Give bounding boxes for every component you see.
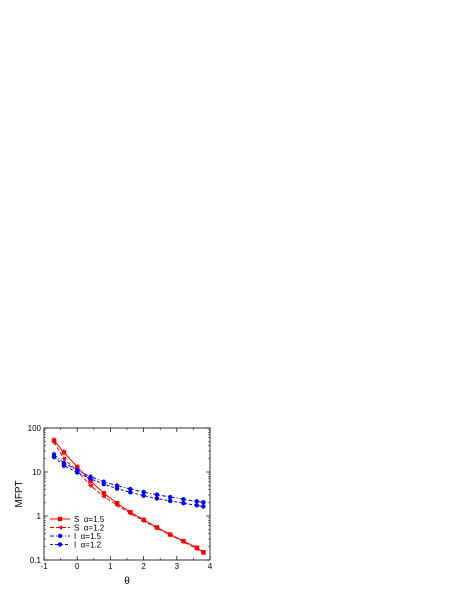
data-point: [101, 490, 106, 496]
data-point: [51, 439, 57, 445]
data-point: [114, 486, 120, 491]
legend-label: S α=1.5: [74, 515, 105, 524]
data-point: [101, 494, 106, 499]
data-point: [128, 490, 133, 495]
legend-label: S α=1.2: [74, 524, 105, 533]
data-point: [154, 492, 160, 497]
data-point: [140, 518, 146, 523]
x-axis-title: θ: [124, 576, 130, 587]
legend-marker: [57, 525, 63, 530]
legend-marker: [57, 542, 63, 547]
data-point: [127, 511, 133, 516]
data-point: [61, 463, 67, 468]
data-point: [200, 550, 206, 556]
y-tick-label: 1: [37, 512, 42, 521]
y-tick-label: 0.1: [30, 556, 42, 565]
y-tick-label: 100: [28, 424, 42, 433]
x-tick-label: 2: [141, 562, 146, 571]
data-point: [167, 498, 173, 504]
data-point: [101, 481, 106, 487]
legend-label: I α=1.2: [74, 541, 102, 550]
data-point: [154, 496, 160, 501]
data-point: [194, 503, 199, 508]
data-point: [194, 546, 199, 551]
data-point: [194, 499, 199, 504]
series-line: [53, 454, 204, 503]
x-tick-label: -1: [40, 562, 48, 571]
data-point: [88, 476, 93, 482]
x-tick-label: 1: [108, 562, 113, 571]
data-point: [181, 497, 186, 502]
x-tick-label: 4: [208, 562, 213, 571]
legend-label: I α=1.5: [74, 532, 102, 541]
y-tick-label: 10: [32, 468, 41, 477]
x-axis: -1 0 1 2 3 4: [40, 428, 213, 571]
data-point: [51, 454, 57, 460]
data-point: [75, 464, 80, 470]
data-point: [87, 483, 93, 488]
legend-item-2: S α=1.2: [50, 524, 105, 533]
series-3: [51, 451, 206, 505]
data-point: [114, 503, 120, 508]
x-tick-label: 3: [175, 562, 180, 571]
y-axis: 0.1 1 10 100: [28, 424, 210, 565]
legend-marker: [57, 533, 63, 539]
series-4: [51, 454, 206, 509]
data-point: [201, 500, 206, 505]
data-point: [201, 504, 206, 509]
legend-item-3: I α=1.5: [50, 532, 102, 541]
data-point: [61, 456, 67, 461]
data-point: [61, 450, 67, 455]
data-point: [154, 525, 160, 531]
legend-item-4: I α=1.2: [50, 541, 102, 550]
data-point: [75, 470, 80, 475]
data-point: [167, 494, 173, 500]
data-point: [128, 486, 133, 492]
legend-item-1: S α=1.5: [50, 515, 105, 524]
data-point: [180, 539, 186, 544]
x-tick-label: 0: [75, 562, 80, 571]
data-point: [141, 489, 146, 495]
series-layer: [51, 437, 206, 556]
data-point: [181, 501, 186, 506]
legend-marker: [57, 516, 63, 522]
legend: S α=1.5S α=1.2I α=1.5I α=1.2: [50, 515, 105, 550]
y-axis-title: MFPT: [14, 480, 25, 507]
data-point: [141, 493, 146, 498]
data-point: [167, 532, 173, 538]
